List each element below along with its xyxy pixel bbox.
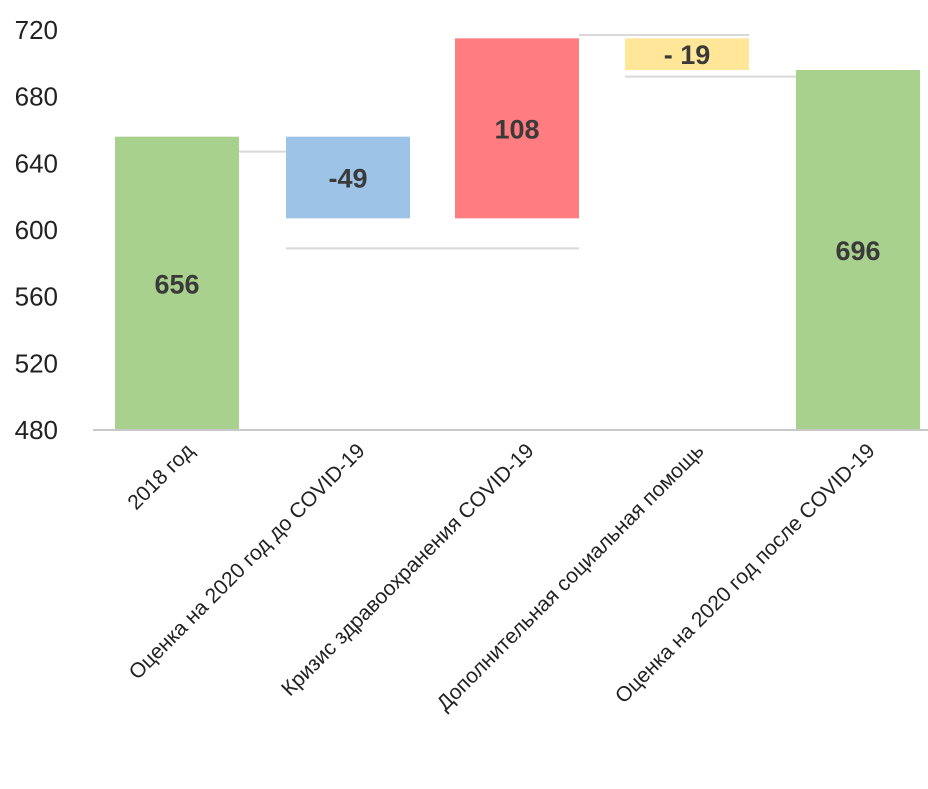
y-axis-ticks: 480 520 560 600 640 680 720 [15,15,58,445]
data-labels: 656 -49 108 - 19 696 [154,40,880,299]
data-label: - 19 [664,40,711,70]
bars [115,38,920,430]
data-label: -49 [328,164,367,194]
y-tick-label: 520 [15,348,58,378]
data-label: 656 [154,269,199,299]
x-category-label: 2018 год [123,439,198,514]
y-tick-label: 600 [15,215,58,245]
y-tick-label: 640 [15,148,58,178]
data-label: 108 [494,114,539,144]
bar-3 [455,38,579,219]
x-category-label: Дополнительная социальная помощь [433,439,709,715]
y-tick-label: 680 [15,82,58,112]
bar-4 [625,38,749,70]
y-tick-label: 720 [15,15,58,45]
bar-2 [286,136,410,219]
bar-1 [115,136,239,430]
y-tick-label: 560 [15,282,58,312]
bar-5 [796,70,920,430]
data-label: 696 [835,236,880,266]
y-tick-label: 480 [15,415,58,445]
